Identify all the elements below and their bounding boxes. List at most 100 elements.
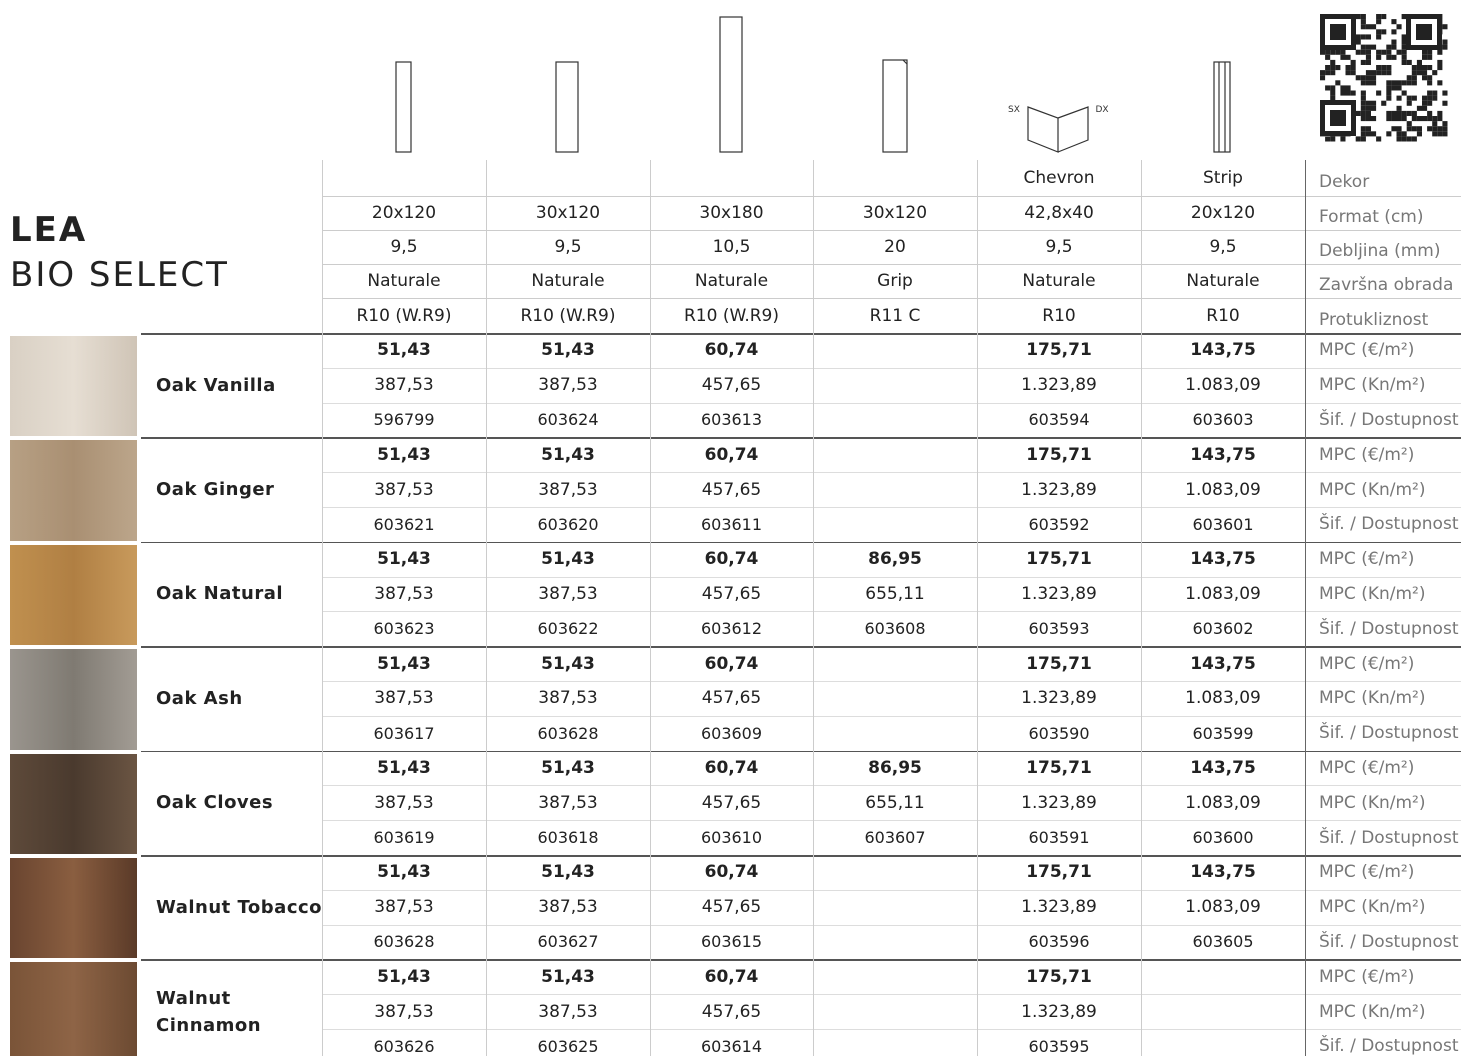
spec-label: Format (cm): [1319, 207, 1424, 227]
spec-cell: 42,8x40: [1024, 203, 1094, 223]
col-line: [650, 160, 651, 1056]
price-cell: 86,95: [868, 549, 922, 570]
price-cell: 175,71: [1026, 549, 1092, 570]
price-cell: 603624: [537, 410, 599, 430]
row-line: [322, 472, 1461, 474]
row-label: MPC (€/m²): [1319, 340, 1415, 361]
price-cell: 1.083,09: [1185, 375, 1261, 396]
row-line: [322, 994, 1461, 996]
price-cell: 387,53: [538, 688, 598, 709]
product-name: Walnut Tobacco: [156, 896, 323, 918]
price-cell: 655,11: [865, 792, 925, 813]
price-cell: 1.323,89: [1021, 479, 1097, 500]
price-cell: 387,53: [538, 1001, 598, 1022]
block-line: [141, 959, 1461, 961]
price-cell: 603618: [537, 828, 599, 848]
price-cell: 1.323,89: [1021, 688, 1097, 709]
spec-cell: R10 (W.R9): [683, 305, 779, 326]
price-cell: 143,75: [1190, 862, 1256, 883]
price-cell: 51,43: [541, 653, 595, 674]
product-name: Oak Natural: [156, 583, 284, 605]
swatch: [10, 336, 137, 437]
price-cell: 603627: [537, 932, 599, 952]
price-cell: 387,53: [374, 375, 434, 396]
col-line: [813, 160, 814, 1056]
price-cell: 60,74: [704, 549, 759, 570]
spec-cell: 30x120: [862, 203, 928, 223]
row-label: Šif. / Dostupnost: [1319, 514, 1459, 535]
price-cell: 1.323,89: [1021, 897, 1097, 918]
price-cell: 175,71: [1026, 340, 1092, 361]
price-cell: 387,53: [374, 583, 434, 604]
row-label: MPC (€/m²): [1319, 444, 1415, 465]
price-cell: 143,75: [1190, 549, 1256, 570]
spec-cell: 9,5: [1045, 237, 1073, 257]
spec-label: Protukliznost: [1319, 309, 1429, 330]
price-cell: 51,43: [377, 444, 431, 465]
price-cell: 603615: [700, 932, 763, 952]
price-cell: 1.323,89: [1021, 792, 1097, 813]
price-cell: 603626: [373, 1036, 435, 1056]
spec-cell: R10 (W.R9): [356, 305, 452, 326]
row-label: MPC (€/m²): [1319, 862, 1415, 883]
price-cell: 603620: [537, 514, 599, 534]
row-line: [322, 576, 1461, 578]
spec-cell: Naturale: [367, 271, 441, 291]
price-cell: 603610: [700, 828, 763, 848]
spec-cell: Naturale: [694, 271, 769, 291]
block-line: [141, 646, 1461, 648]
price-cell: 603603: [1192, 410, 1254, 430]
row-line: [322, 507, 1461, 508]
col-line: [1141, 160, 1142, 1056]
swatch: [10, 440, 137, 541]
spec-cell: 30x120: [535, 203, 601, 223]
product-name: Oak Ash: [156, 687, 243, 709]
row-line: [322, 611, 1461, 613]
spec-cell: Naturale: [531, 271, 605, 291]
product-name: Oak Vanilla: [156, 374, 276, 396]
price-cell: 60,74: [704, 444, 759, 465]
price-cell: 603619: [373, 828, 435, 848]
row-label: Šif. / Dostupnost: [1319, 827, 1459, 848]
price-cell: 51,43: [541, 757, 595, 778]
spec-label: Dekor: [1319, 172, 1370, 192]
spec-cell: 9,5: [554, 237, 582, 257]
product-name: Oak Cloves: [156, 792, 274, 814]
price-cell: 603607: [864, 828, 926, 848]
price-cell: 51,43: [377, 653, 431, 674]
block-line: [141, 333, 1461, 335]
price-cell: 596799: [373, 410, 435, 430]
row-line: [322, 1029, 1461, 1030]
price-cell: 603599: [1192, 723, 1254, 743]
price-cell: 457,65: [701, 375, 762, 396]
price-cell: 387,53: [374, 688, 434, 709]
price-cell: 387,53: [538, 792, 598, 813]
price-cell: 143,75: [1190, 653, 1256, 674]
price-cell: 457,65: [701, 792, 762, 813]
price-cell: 603592: [1028, 514, 1090, 534]
row-label: Šif. / Dostupnost: [1319, 723, 1459, 744]
block-line: [141, 437, 1461, 439]
price-cell: 1.083,09: [1185, 897, 1261, 918]
price-cell: 60,74: [704, 966, 759, 987]
row-label: MPC (Kn/m²): [1319, 897, 1426, 918]
price-cell: 603608: [864, 619, 926, 639]
block-line: [141, 541, 1461, 544]
col-line: [977, 160, 978, 1056]
price-cell: 387,53: [374, 479, 434, 500]
price-cell: 603601: [1192, 514, 1254, 534]
col-line: [322, 160, 323, 1056]
row-line: [322, 196, 1461, 197]
spec-cell: 9,5: [390, 237, 418, 257]
row-line: [322, 681, 1461, 682]
price-cell: 603611: [700, 514, 763, 534]
spec-cell: Chevron: [1023, 168, 1095, 188]
swatch: [10, 544, 137, 646]
row-label: MPC (Kn/m²): [1319, 1001, 1426, 1022]
row-line: [322, 715, 1461, 717]
price-cell: 387,53: [538, 897, 598, 918]
price-cell: 603600: [1192, 828, 1254, 848]
row-label: MPC (Kn/m²): [1319, 583, 1426, 604]
block-line: [141, 750, 1461, 753]
row-label: MPC (Kn/m²): [1319, 792, 1426, 813]
